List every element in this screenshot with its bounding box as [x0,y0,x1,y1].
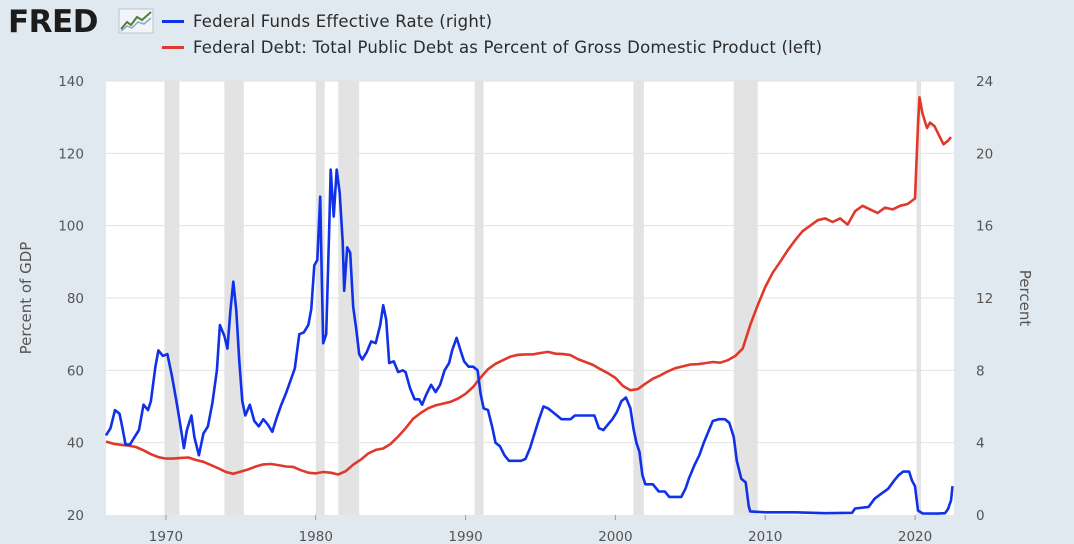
x-tick-label: 2010 [748,529,782,544]
x-tick-label: 1970 [149,529,183,544]
y-left-tick-label: 100 [58,219,84,235]
y-right-tick-label: 0 [976,508,985,524]
x-tick-label: 2020 [898,529,932,544]
y-left-tick-label: 120 [58,146,84,162]
y-left-tick-label: 80 [67,291,84,307]
y-left-tick-label: 40 [67,436,84,452]
x-tick-label: 1990 [448,529,482,544]
y-right-tick-label: 16 [976,219,993,235]
legend-swatch-red [162,45,184,49]
y-axis-left-title: Percent of GDP [17,242,35,355]
chart-legend: Federal Funds Effective Rate (right) Fed… [162,8,822,60]
y-left-tick-label: 20 [67,508,84,524]
chart-header: FRED Federal Funds Effective Rate (right… [0,0,1074,70]
legend-item-fed-funds[interactable]: Federal Funds Effective Rate (right) [162,8,822,34]
y-right-tick-label: 20 [976,146,993,162]
y-left-tick-label: 140 [58,74,84,90]
grid-lines [106,80,954,444]
y-axis-right-title: Percent [1016,270,1034,327]
y-right-tick-label: 4 [976,436,985,452]
legend-item-federal-debt[interactable]: Federal Debt: Total Public Debt as Perce… [162,34,822,60]
legend-label: Federal Debt: Total Public Debt as Perce… [193,37,823,57]
legend-label: Federal Funds Effective Rate (right) [193,11,493,31]
series-lines [104,96,954,515]
y-right-tick-label: 24 [976,74,993,90]
x-tick-label: 1980 [299,529,333,544]
fred-logo[interactable]: FRED [8,4,98,40]
y-left-tick-label: 60 [67,363,84,379]
series-line-federal-debt[interactable] [105,96,952,476]
y-right-tick-label: 12 [976,291,993,307]
y-right-tick-label: 8 [976,363,985,379]
series-line-fed-funds-rate[interactable] [104,168,954,515]
tick-labels: 20 40 60 80 100 120 140 0 4 8 12 16 20 24 1970 1980 1990… [58,74,993,544]
fred-chart-icon [118,8,154,34]
legend-swatch-blue [162,19,184,23]
x-tick-label: 2000 [598,529,632,544]
